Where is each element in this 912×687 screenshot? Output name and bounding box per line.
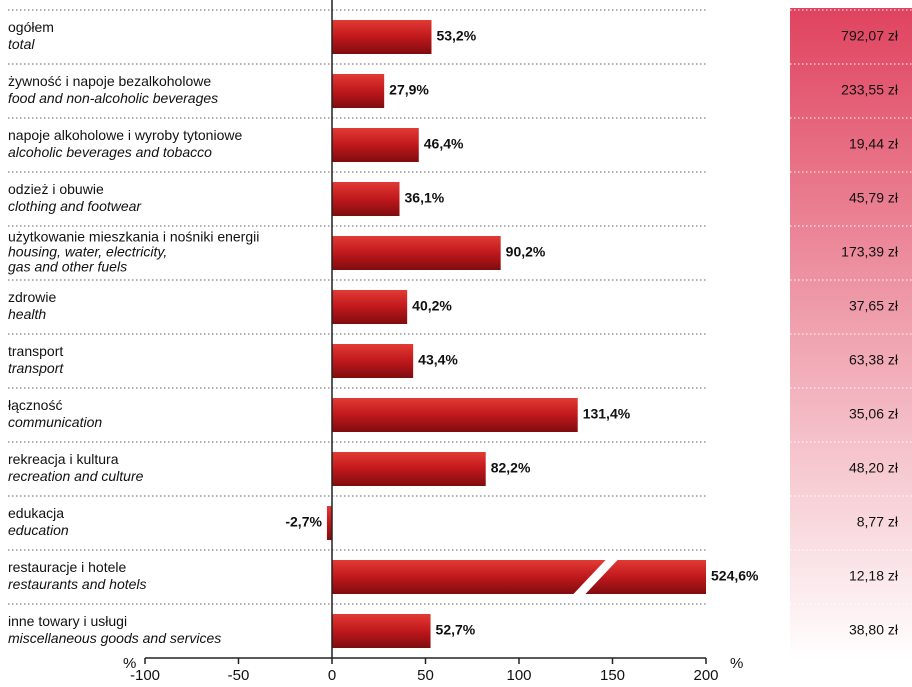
- bar: [332, 290, 408, 324]
- bar: [332, 398, 578, 432]
- amount-label: 63,38 zł: [849, 352, 899, 368]
- value-label: 131,4%: [583, 406, 631, 422]
- x-tick-label: -100: [130, 667, 160, 684]
- category-label: zdrowie: [8, 289, 56, 305]
- category-label: odzież i obuwie: [8, 181, 104, 197]
- bar: [332, 452, 486, 486]
- category-label-en: clothing and footwear: [8, 198, 142, 214]
- category-label-en: transport: [8, 360, 64, 376]
- category-label: transport: [8, 343, 63, 359]
- bar: [332, 20, 432, 54]
- category-label: łączność: [8, 397, 62, 413]
- bar: [332, 128, 419, 162]
- amount-label: 19,44 zł: [849, 136, 899, 152]
- category-label: użytkowanie mieszkania i nośniki energii: [8, 229, 259, 245]
- category-label: ogółem: [8, 19, 54, 35]
- value-label: 36,1%: [405, 190, 445, 206]
- value-label: 46,4%: [424, 136, 464, 152]
- amount-label: 38,80 zł: [849, 622, 899, 638]
- category-label-en: housing, water, electricity,: [8, 244, 167, 260]
- value-label: 90,2%: [506, 244, 546, 260]
- x-tick-label: 150: [600, 667, 625, 684]
- bar: [332, 236, 501, 270]
- category-label-en: food and non-alcoholic beverages: [8, 90, 218, 106]
- category-label: inne towary i usługi: [8, 613, 127, 629]
- amount-label: 8,77 zł: [857, 514, 899, 530]
- value-label: 52,7%: [436, 622, 476, 638]
- category-label-en: total: [8, 36, 35, 52]
- x-tick-label: 100: [506, 667, 531, 684]
- amount-label: 35,06 zł: [849, 406, 899, 422]
- x-tick-label: 200: [693, 667, 718, 684]
- x-tick-label: 50: [417, 667, 434, 684]
- bar: [332, 614, 431, 648]
- bar: [332, 182, 400, 216]
- category-label-en: miscellaneous goods and services: [8, 630, 221, 646]
- category-label-en: restaurants and hotels: [8, 576, 147, 592]
- x-tick-label: 0: [328, 667, 336, 684]
- axis-break: [572, 559, 619, 595]
- category-label-en: communication: [8, 414, 102, 430]
- amount-label: 792,07 zł: [841, 28, 899, 44]
- amount-label: 37,65 zł: [849, 298, 899, 314]
- category-label-en: alcoholic beverages and tobacco: [8, 144, 212, 160]
- amount-label: 12,18 zł: [849, 568, 899, 584]
- category-label: żywność i napoje bezalkoholowe: [8, 73, 211, 89]
- value-label: 43,4%: [418, 352, 458, 368]
- category-label: napoje alkoholowe i wyroby tytoniowe: [8, 127, 242, 143]
- amount-label: 45,79 zł: [849, 190, 899, 206]
- amount-label: 233,55 zł: [841, 82, 899, 98]
- value-label: 524,6%: [711, 568, 759, 584]
- value-label: 53,2%: [436, 28, 476, 44]
- category-label: rekreacja i kultura: [8, 451, 119, 467]
- bar: [332, 344, 414, 378]
- x-tick-label: -50: [228, 667, 250, 684]
- category-label-en: gas and other fuels: [8, 259, 127, 275]
- category-label-en: health: [8, 306, 46, 322]
- category-label: restauracje i hotele: [8, 559, 127, 575]
- value-label: -2,7%: [285, 514, 322, 530]
- value-label: 40,2%: [412, 298, 452, 314]
- bar: [332, 74, 385, 108]
- amount-label: 173,39 zł: [841, 244, 899, 260]
- amount-label: 48,20 zł: [849, 460, 899, 476]
- category-label-en: education: [8, 522, 69, 538]
- bar: [332, 560, 706, 594]
- value-label: 27,9%: [389, 82, 429, 98]
- x-unit-label: %: [730, 655, 743, 672]
- category-label-en: recreation and culture: [8, 468, 144, 484]
- category-label: edukacja: [8, 505, 64, 521]
- x-unit-label: %: [123, 655, 136, 672]
- value-label: 82,2%: [491, 460, 531, 476]
- bar: [326, 506, 332, 540]
